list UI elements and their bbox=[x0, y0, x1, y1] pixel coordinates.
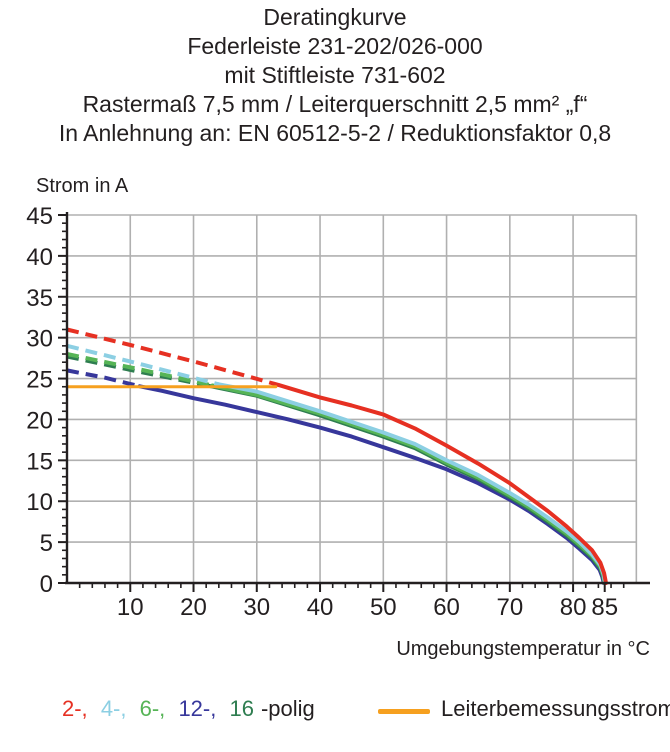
y-tick-label: 5 bbox=[40, 530, 53, 557]
curve-dashed-4-polig bbox=[66, 343, 220, 387]
x-tick-label: 85 bbox=[591, 594, 618, 621]
rated-current-label: Leiterbemessungsstrom bbox=[441, 696, 670, 721]
y-tick-label: 10 bbox=[26, 489, 53, 516]
y-tick-label: 0 bbox=[40, 571, 53, 598]
rated-current-line-swatch bbox=[378, 709, 430, 714]
legend-pole-suffix: -polig bbox=[260, 696, 315, 721]
title-line-1: Deratingkurve bbox=[263, 4, 407, 30]
curve-dashed-2-polig bbox=[66, 327, 280, 388]
legend-pole-12: 12-, bbox=[178, 696, 217, 721]
x-tick-label: 70 bbox=[496, 594, 523, 621]
x-tick-label: 50 bbox=[370, 594, 397, 621]
y-tick-label: 35 bbox=[26, 285, 53, 312]
legend-pole-16: 16 bbox=[229, 696, 254, 721]
y-tick-label: 45 bbox=[26, 203, 53, 230]
curve-dashed-12-polig bbox=[66, 368, 141, 389]
legend-pole-6: 6-, bbox=[139, 696, 166, 721]
x-tick-label: 80 bbox=[560, 594, 587, 621]
legend-row: 2-, 4-, 6-, 12-, 16 -polig Leiterbemessun… bbox=[0, 696, 670, 726]
y-tick-label: 25 bbox=[26, 367, 53, 394]
title-line-4: Rastermaß 7,5 mm / Leiterquerschnitt 2,5… bbox=[82, 91, 588, 117]
curve-solid-4-polig bbox=[216, 382, 607, 585]
derating-curve-plot: 10 20 30 40 50 60 70 80 85 0 5 10 15 20 25 30 35 40 45 bbox=[26, 203, 650, 621]
x-tick-label: 60 bbox=[433, 594, 460, 621]
y-axis-label: Strom in A bbox=[36, 175, 129, 197]
chart-title-block: Deratingkurve Federleiste 231-202/026-00… bbox=[0, 3, 670, 148]
x-tick-label: 40 bbox=[307, 594, 334, 621]
title-line-3: mit Stiftleiste 731-602 bbox=[224, 62, 446, 88]
y-tick-label: 15 bbox=[26, 448, 53, 475]
title-line-2: Federleiste 231-202/026-000 bbox=[187, 33, 483, 59]
y-tick-label: 30 bbox=[26, 326, 53, 353]
x-axis-label: Umgebungstemperatur in °C bbox=[396, 638, 650, 660]
curve-solid-12-polig bbox=[137, 384, 606, 585]
x-tick-label: 10 bbox=[117, 594, 144, 621]
x-tick-label: 20 bbox=[180, 594, 207, 621]
curve-dashed-6-polig bbox=[66, 352, 213, 388]
legend-pole-4: 4-, bbox=[100, 696, 127, 721]
legend-pole-2: 2-, bbox=[62, 696, 88, 721]
legend-pole-counts: 2-, 4-, 6-, 12-, 16 -polig bbox=[62, 696, 315, 722]
y-tick-label: 40 bbox=[26, 244, 53, 271]
y-tick-label: 20 bbox=[26, 407, 53, 434]
x-tick-label: 30 bbox=[243, 594, 270, 621]
title-line-5: In Anlehnung an: EN 60512-5-2 / Reduktio… bbox=[58, 120, 612, 146]
curve-solid-2-polig bbox=[276, 383, 608, 585]
